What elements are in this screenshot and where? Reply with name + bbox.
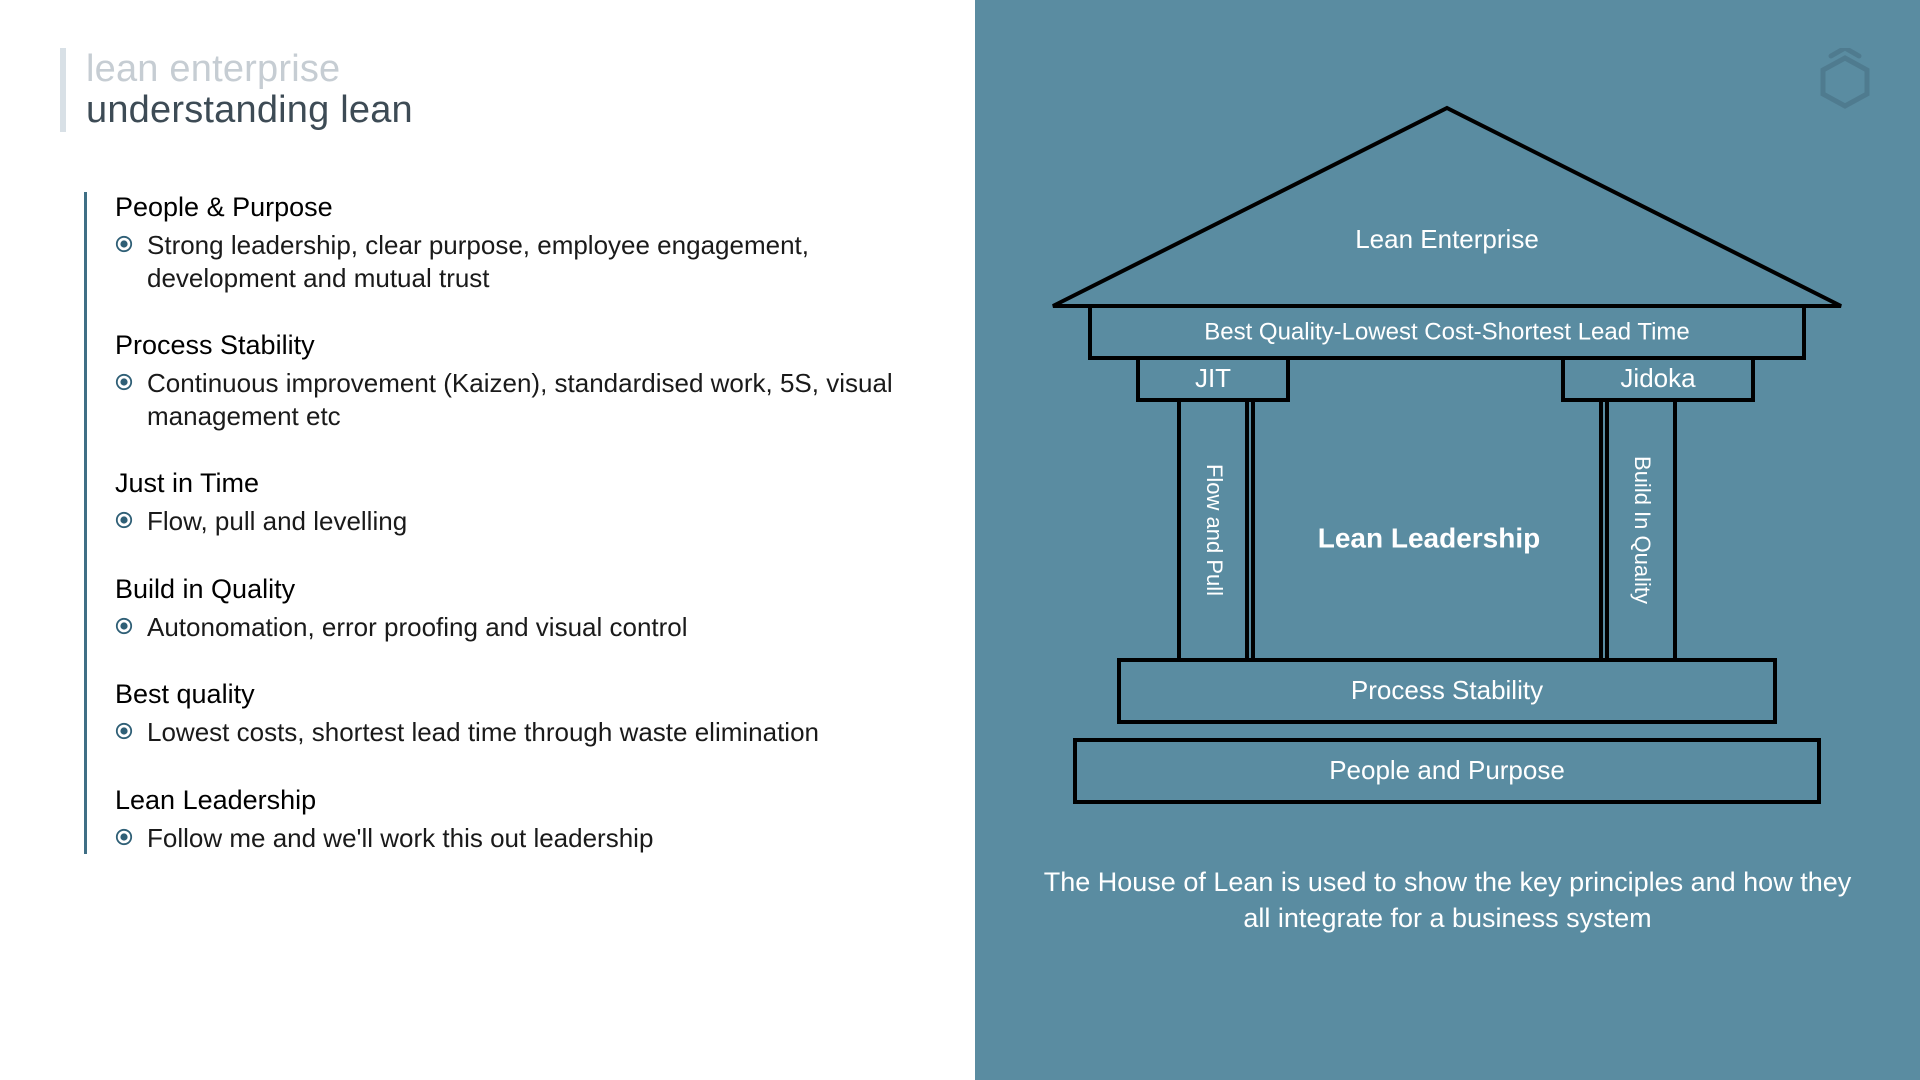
section-text: Follow me and we'll work this out leader… bbox=[147, 822, 653, 855]
section-title: Just in Time bbox=[115, 468, 925, 499]
section: Just in Time Flow, pull and levelling bbox=[115, 468, 925, 538]
section-title: Build in Quality bbox=[115, 574, 925, 605]
bullet-icon bbox=[115, 617, 133, 635]
title-top: lean enterprise bbox=[86, 48, 925, 91]
svg-text:Flow and Pull: Flow and Pull bbox=[1202, 464, 1227, 596]
section-title: Lean Leadership bbox=[115, 785, 925, 816]
section: Build in Quality Autonomation, error proo… bbox=[115, 574, 925, 644]
section-body: Strong leadership, clear purpose, employ… bbox=[115, 229, 925, 294]
right-panel: Lean Enterprise Best Quality-Lowest Cost-… bbox=[975, 0, 1920, 1080]
title-block: lean enterprise understanding lean bbox=[60, 48, 925, 132]
section-title: Best quality bbox=[115, 679, 925, 710]
section-body: Follow me and we'll work this out leader… bbox=[115, 822, 925, 855]
section-body: Autonomation, error proofing and visual … bbox=[115, 611, 925, 644]
svg-text:JIT: JIT bbox=[1195, 363, 1231, 393]
svg-text:Lean Enterprise: Lean Enterprise bbox=[1355, 224, 1539, 254]
house-of-lean-diagram: Lean Enterprise Best Quality-Lowest Cost-… bbox=[975, 0, 1920, 830]
logo-icon bbox=[1818, 48, 1872, 115]
section-body: Lowest costs, shortest lead time through… bbox=[115, 716, 925, 749]
svg-text:Jidoka: Jidoka bbox=[1620, 363, 1696, 393]
section: Lean Leadership Follow me and we'll work … bbox=[115, 785, 925, 855]
svg-text:People and Purpose: People and Purpose bbox=[1329, 755, 1565, 785]
section-text: Strong leadership, clear purpose, employ… bbox=[147, 229, 925, 294]
content-list: People & Purpose Strong leadership, clear… bbox=[84, 192, 925, 854]
svg-text:Best Quality-Lowest Cost-Short: Best Quality-Lowest Cost-Shortest Lead T… bbox=[1204, 318, 1690, 345]
diagram-caption: The House of Lean is used to show the ke… bbox=[975, 864, 1920, 937]
svg-text:Lean Leadership: Lean Leadership bbox=[1318, 522, 1541, 553]
section: Best quality Lowest costs, shortest lead … bbox=[115, 679, 925, 749]
section-text: Autonomation, error proofing and visual … bbox=[147, 611, 688, 644]
bullet-icon bbox=[115, 511, 133, 529]
section: Process Stability Continuous improvement … bbox=[115, 330, 925, 432]
section-text: Lowest costs, shortest lead time through… bbox=[147, 716, 819, 749]
section-text: Continuous improvement (Kaizen), standar… bbox=[147, 367, 925, 432]
bullet-icon bbox=[115, 373, 133, 391]
section-text: Flow, pull and levelling bbox=[147, 505, 407, 538]
bullet-icon bbox=[115, 235, 133, 253]
svg-text:Process Stability: Process Stability bbox=[1351, 675, 1543, 705]
section-title: People & Purpose bbox=[115, 192, 925, 223]
bullet-icon bbox=[115, 722, 133, 740]
bullet-icon bbox=[115, 828, 133, 846]
title-bottom: understanding lean bbox=[86, 89, 925, 132]
svg-text:Build In Quality: Build In Quality bbox=[1630, 456, 1655, 604]
left-panel: lean enterprise understanding lean Peopl… bbox=[0, 0, 975, 1080]
section-body: Continuous improvement (Kaizen), standar… bbox=[115, 367, 925, 432]
section-body: Flow, pull and levelling bbox=[115, 505, 925, 538]
section-title: Process Stability bbox=[115, 330, 925, 361]
section: People & Purpose Strong leadership, clear… bbox=[115, 192, 925, 294]
